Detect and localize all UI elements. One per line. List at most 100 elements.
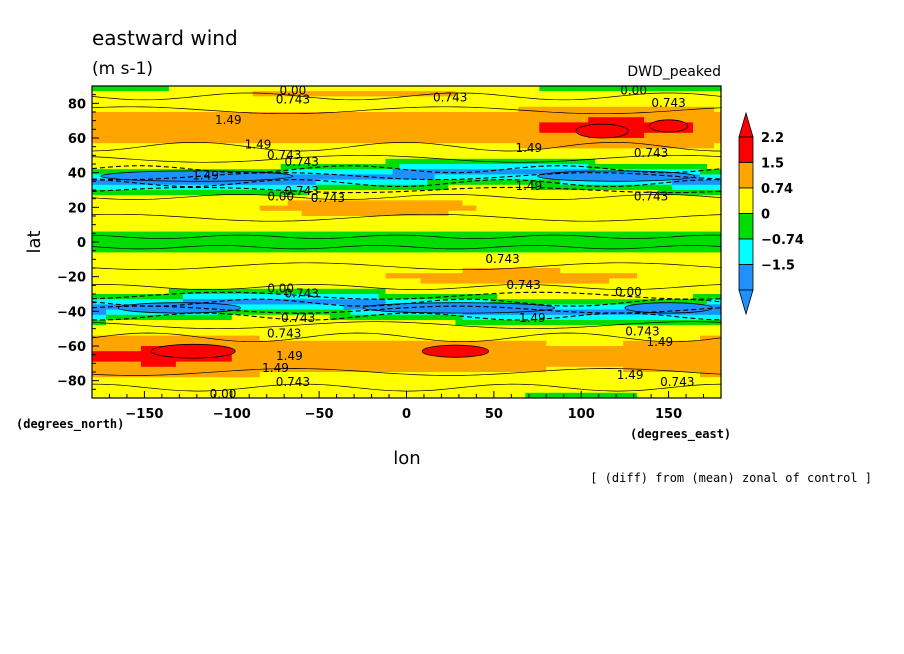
field-cell [679, 221, 687, 227]
field-cell [308, 288, 317, 295]
field-cell [147, 278, 156, 285]
field-cell [287, 247, 296, 253]
field-cell [455, 143, 464, 149]
field-cell [350, 257, 359, 264]
field-cell [112, 190, 121, 196]
field-cell [637, 288, 645, 295]
field-cell [196, 122, 205, 129]
field-cell [385, 132, 394, 139]
field-cell [539, 226, 547, 233]
field-cell [399, 278, 408, 285]
field-cell [448, 257, 457, 264]
field-cell [336, 91, 345, 97]
field-cell [462, 262, 470, 269]
field-cell [364, 148, 373, 155]
field-cell [196, 257, 205, 264]
field-cell [336, 273, 345, 279]
field-cell [623, 236, 631, 243]
field-cell [112, 356, 121, 363]
field-cell [343, 106, 352, 113]
field-cell [609, 325, 617, 331]
field-cell [504, 106, 512, 113]
field-cell [476, 117, 484, 123]
field-cell [637, 309, 645, 316]
field-cell [217, 132, 226, 139]
field-cell [518, 174, 526, 181]
field-cell [672, 148, 680, 155]
field-cell [182, 179, 191, 186]
field-cell [539, 190, 547, 196]
field-cell [287, 236, 296, 243]
field-cell [392, 340, 401, 347]
field-cell [273, 361, 282, 368]
field-cell [434, 132, 443, 139]
field-cell [707, 96, 715, 103]
field-cell [665, 184, 673, 191]
field-cell [469, 117, 477, 123]
field-cell [665, 195, 673, 201]
field-cell [238, 278, 247, 285]
field-cell [476, 361, 484, 368]
field-cell [196, 361, 205, 368]
field-cell [434, 221, 443, 227]
field-cell [189, 122, 198, 129]
field-cell [196, 340, 205, 347]
field-cell [700, 179, 708, 186]
field-cell [658, 242, 666, 248]
field-cell [483, 366, 491, 373]
field-cell [266, 278, 275, 285]
field-cell [315, 122, 324, 129]
field-cell [525, 184, 533, 191]
field-cell [602, 200, 610, 207]
field-cell [553, 356, 561, 363]
field-cell [357, 143, 366, 149]
field-cell [364, 283, 373, 290]
field-cell [140, 205, 149, 212]
field-cell [560, 314, 568, 321]
field-cell [343, 361, 352, 368]
field-cell [609, 226, 617, 233]
field-cell [133, 86, 142, 92]
field-cell [273, 226, 282, 233]
field-cell [371, 299, 380, 305]
field-cell [112, 96, 121, 103]
field-cell [532, 335, 540, 342]
field-cell [119, 288, 128, 295]
field-cell [217, 112, 226, 118]
field-cell [483, 148, 491, 155]
field-cell [427, 268, 436, 274]
field-cell [469, 299, 477, 305]
field-cell [532, 148, 540, 155]
field-cell [406, 169, 415, 175]
field-cell [567, 242, 575, 248]
field-cell [92, 132, 100, 139]
field-cell [378, 309, 387, 316]
field-cell [182, 268, 191, 274]
field-cell [553, 236, 561, 243]
field-cell [700, 325, 708, 331]
field-cell [294, 361, 303, 368]
field-cell [392, 262, 401, 269]
field-cell [378, 226, 387, 233]
field-cell [707, 351, 715, 357]
field-cell [406, 314, 415, 321]
field-cell [714, 268, 721, 274]
field-cell [455, 195, 464, 201]
field-cell [679, 330, 687, 337]
field-cell [322, 179, 331, 186]
field-cell [119, 122, 128, 129]
field-cell [294, 351, 303, 357]
field-cell [259, 335, 268, 342]
field-cell [168, 91, 177, 97]
field-cell [441, 127, 450, 134]
field-cell [623, 257, 631, 264]
field-cell [469, 361, 477, 368]
field-cell [630, 330, 638, 337]
field-cell [112, 200, 121, 207]
field-cell [231, 216, 240, 222]
field-cell [483, 164, 491, 170]
field-cell [287, 184, 296, 191]
field-cell [714, 273, 721, 279]
field-cell [476, 143, 484, 149]
field-cell [693, 340, 701, 347]
